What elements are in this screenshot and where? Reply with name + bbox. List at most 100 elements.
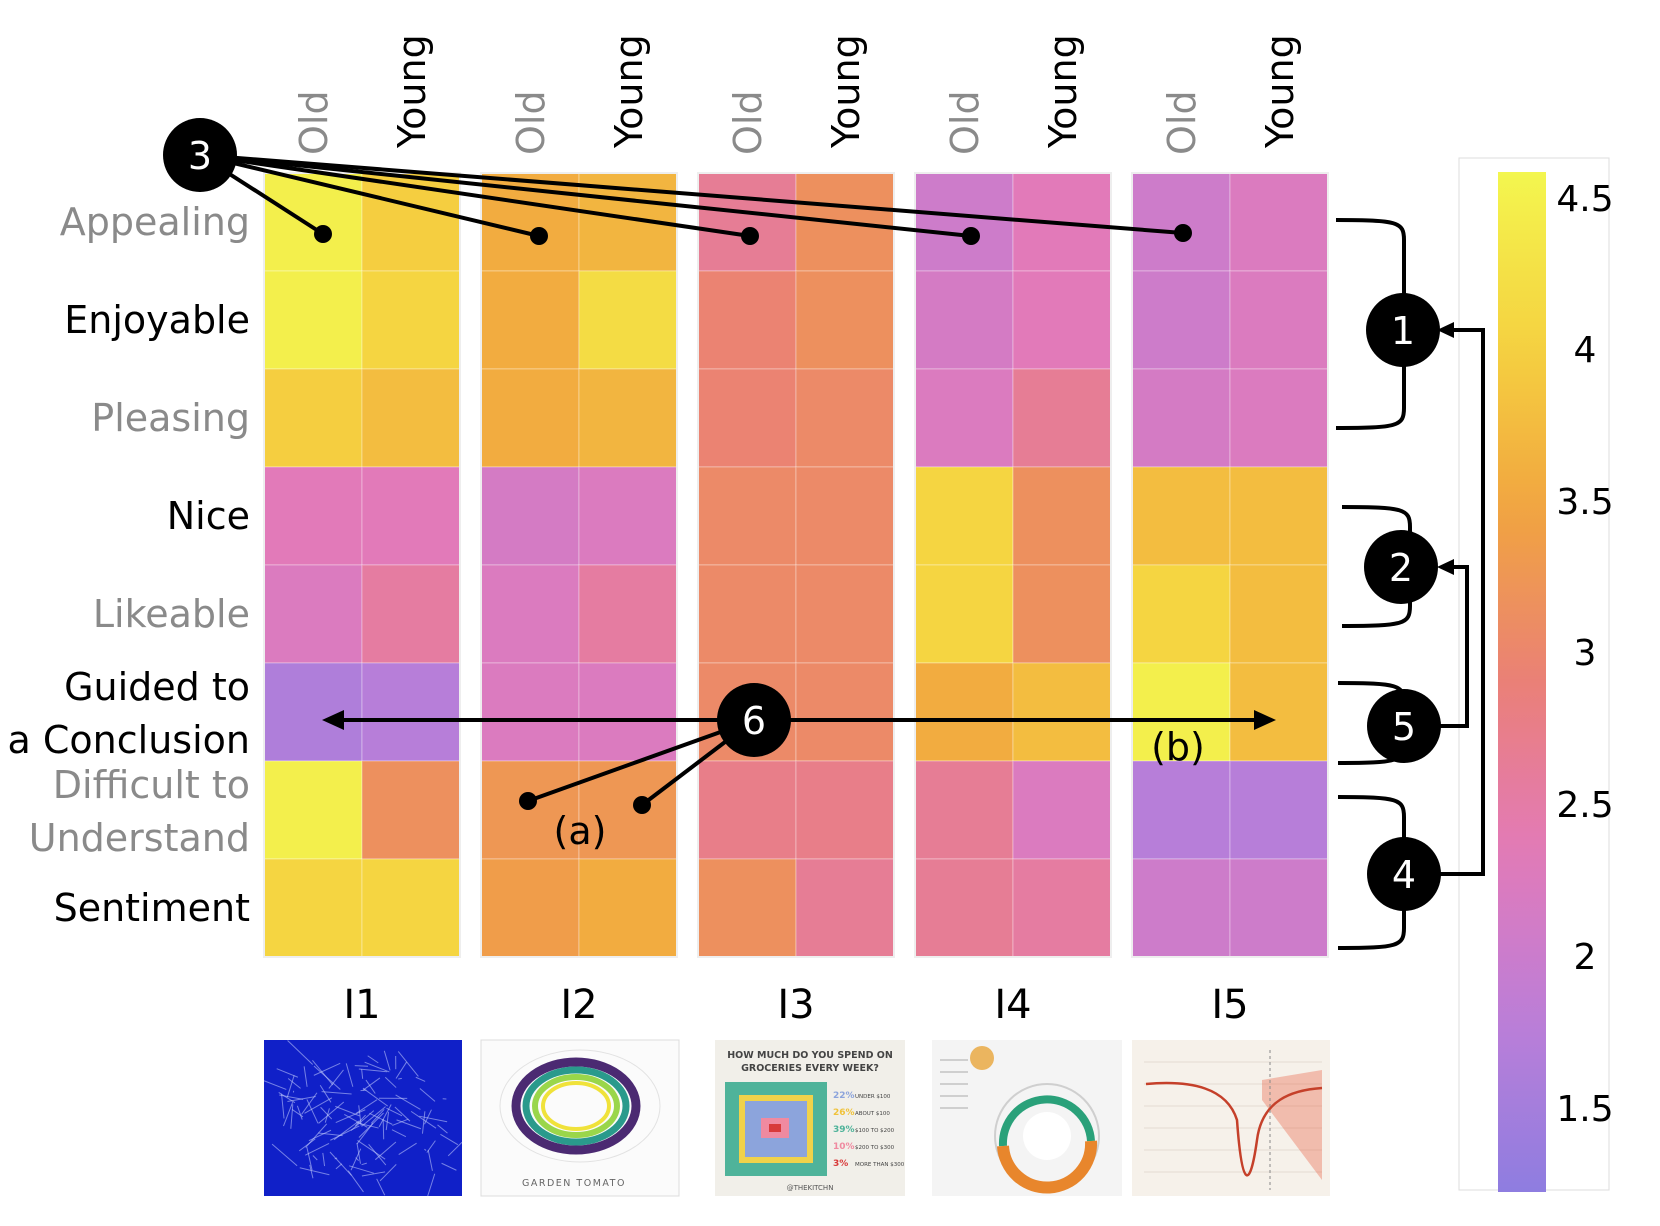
heatmap-cell (480, 858, 580, 958)
heatmap-cell (914, 564, 1014, 664)
thumbnail-stroke (356, 1122, 374, 1145)
annotation-dot (519, 792, 537, 810)
row-label: Appealing (60, 200, 250, 244)
heatmap-cell (263, 564, 363, 664)
colorbar-tick-label: 3 (1574, 633, 1597, 674)
thumbnail-stroke (287, 1078, 301, 1089)
heatmap-panel-border (1131, 172, 1329, 958)
heatmap-cell (1131, 760, 1231, 860)
heatmap-cell (795, 760, 895, 860)
thumbnail-stroke (312, 1155, 318, 1161)
heatmap-cell (1229, 368, 1329, 468)
heatmap-cell (697, 564, 797, 664)
colorbar: 4.5 4 3.5 3 2.5 2 1.5 (1458, 157, 1614, 1192)
arrow-head (322, 710, 344, 730)
heatmap-cell (263, 662, 363, 762)
heatmap-cell (263, 368, 363, 468)
column-label: Old (726, 90, 770, 155)
annotation-line (199, 153, 751, 238)
thumbnail-stroke (394, 1106, 411, 1122)
heatmap-panel-border (914, 172, 1112, 958)
thumbnail-stroke (299, 1167, 330, 1176)
thumbnail-line (1145, 1081, 1323, 1177)
thumbnail-stroke (321, 1091, 352, 1095)
heatmap-cell (1131, 466, 1231, 566)
column-label: Old (943, 90, 987, 155)
group-label: I4 (994, 982, 1031, 1028)
thumbnail-stroke (427, 1150, 433, 1171)
heatmap-cell (795, 564, 895, 664)
colorbar-tick-label: 2.5 (1556, 785, 1613, 826)
annotation-circles: 1 2 3 4 5 6 (163, 118, 1441, 911)
annotation-circle-number: 4 (1392, 853, 1416, 897)
column-label: Young (1041, 34, 1085, 149)
heatmap-cell (697, 760, 797, 860)
heatmap-cell (1229, 662, 1329, 762)
thumbnail-stroke (385, 1111, 390, 1131)
row-label: Guided to (64, 665, 250, 709)
thumbnail-stroke (424, 1109, 432, 1125)
thumbnail-stroke (287, 1040, 314, 1065)
heatmap-cell (1229, 270, 1329, 370)
annotation-circle-number: 3 (188, 134, 212, 178)
annotation-circle (163, 118, 237, 192)
thumbnail-stroke (356, 1142, 361, 1164)
colorbar-tick-label: 3.5 (1556, 482, 1613, 523)
heatmap-cell (795, 270, 895, 370)
thumbnail-stroke (355, 1122, 379, 1129)
annotation-dot (741, 227, 759, 245)
colorbar-tick-label: 1.5 (1556, 1089, 1613, 1130)
column-label: Young (824, 34, 868, 149)
thumbnail-legend-label: UNDER $100 (855, 1094, 891, 1100)
thumbnail-stroke (397, 1051, 419, 1077)
thumbnail-stroke (312, 1060, 334, 1086)
thumbnail-stroke (427, 1173, 436, 1197)
thumbnail-stroke (398, 1142, 417, 1155)
heatmap-cell (361, 466, 461, 566)
row-label: Difficult to (53, 763, 250, 807)
thumbnail-stroke (392, 1118, 409, 1126)
thumbnail-stroke (424, 1148, 427, 1151)
thumbnail-legend-label: MORE THAN $300 (855, 1162, 905, 1168)
thumbnail-stroke (421, 1111, 426, 1134)
heatmap-cell (361, 270, 461, 370)
thumbnail-stroke (306, 1099, 319, 1124)
heatmap-cell (914, 466, 1014, 566)
row-label: Enjoyable (64, 298, 250, 342)
thumbnail-stroke (335, 1105, 360, 1117)
heatmap-cell (914, 760, 1014, 860)
heatmap-cell (914, 858, 1014, 958)
thumbnail-stroke (304, 1097, 333, 1114)
thumbnail-stroke (368, 1144, 387, 1166)
thumbnail-stroke (305, 1142, 330, 1156)
thumbnail-stroke (386, 1107, 403, 1117)
heatmap-cell (1229, 564, 1329, 664)
thumbnail-stroke (309, 1164, 314, 1179)
thumbnail-stroke (391, 1129, 407, 1138)
heatmap-cell (697, 270, 797, 370)
annotation-circle (1364, 530, 1438, 604)
thumbnail-stroke (354, 1065, 369, 1067)
thumbnail-ring (499, 1049, 661, 1163)
heatmap-cell (1229, 858, 1329, 958)
annotation-dot (314, 225, 332, 243)
thumbnail-center (1023, 1112, 1071, 1160)
group-label: I2 (560, 982, 597, 1028)
heatmap-cell (697, 466, 797, 566)
thumbnail-stroke (319, 1085, 332, 1103)
thumbnail-stroke (328, 1069, 344, 1089)
column-label: Old (509, 90, 553, 155)
thumbnail-stroke (396, 1119, 422, 1130)
row-label: Nice (167, 494, 250, 538)
heatmap-cell (1131, 564, 1231, 664)
heatmap-cell (263, 172, 363, 272)
thumbnail-stroke (271, 1143, 298, 1167)
colorbar-tick-label: 4 (1574, 330, 1597, 371)
column-label: Young (390, 34, 434, 149)
heatmap-cell (795, 662, 895, 762)
thumbnail-stroke (322, 1152, 326, 1167)
colorbar-tick-label: 2 (1574, 937, 1597, 978)
thumbnail-stroke (303, 1066, 308, 1087)
heatmap-cell (697, 858, 797, 958)
heatmap-cell (263, 858, 363, 958)
